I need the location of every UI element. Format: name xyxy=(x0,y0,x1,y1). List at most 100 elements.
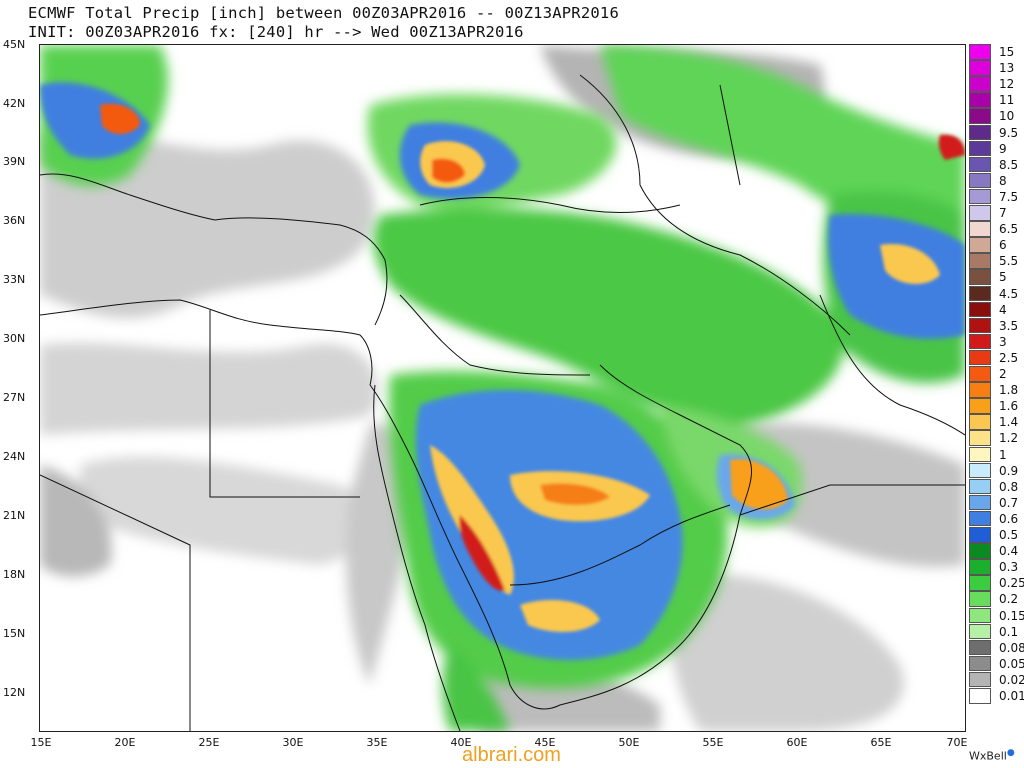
lon-label: 40E xyxy=(450,736,472,749)
legend-swatch xyxy=(969,317,991,334)
legend-swatch xyxy=(969,446,991,462)
legend-label: 6 xyxy=(999,238,1007,253)
legend-swatch xyxy=(969,671,991,688)
legend-swatch xyxy=(969,478,991,495)
lat-label: 39N xyxy=(3,155,26,168)
lon-label: 65E xyxy=(870,736,892,749)
legend-swatch xyxy=(969,623,991,640)
coastlines xyxy=(40,74,965,731)
legend-swatch xyxy=(969,527,991,543)
lon-label: 25E xyxy=(198,736,220,749)
lon-label: 50E xyxy=(618,736,640,749)
legend-swatch xyxy=(969,60,991,76)
lat-label: 15N xyxy=(3,627,26,640)
legend-swatch xyxy=(969,172,991,189)
lat-label: 21N xyxy=(3,509,26,522)
legend-label: 0.15 xyxy=(999,608,1024,623)
legend-label: 8 xyxy=(999,173,1007,188)
legend-swatch xyxy=(969,253,991,269)
map-title: ECMWF Total Precip [inch] between 00Z03A… xyxy=(28,4,619,22)
legend-label: 0.25 xyxy=(999,576,1024,591)
legend-label: 1 xyxy=(999,447,1007,462)
lat-label: 30N xyxy=(3,332,26,345)
lon-label: 15E xyxy=(30,736,52,749)
lon-label: 35E xyxy=(366,736,388,749)
wxbell-brand: WxBell● xyxy=(969,748,1015,763)
legend-swatch xyxy=(969,301,991,318)
legend-swatch xyxy=(969,76,991,92)
legend-swatch xyxy=(969,382,991,398)
legend-label: 0.02 xyxy=(999,672,1024,687)
map-init-line: INIT: 00Z03APR2016 fx: [240] hr --> Wed … xyxy=(28,23,524,41)
wxbell-dot-icon: ● xyxy=(1006,748,1015,758)
legend-swatch xyxy=(969,156,991,173)
legend-label: 15 xyxy=(999,45,1015,59)
lat-label: 33N xyxy=(3,273,26,286)
legend-swatch xyxy=(969,543,991,559)
lon-label: 20E xyxy=(114,736,136,749)
legend-label: 7.5 xyxy=(999,189,1019,204)
legend-label: 0.8 xyxy=(999,479,1019,494)
lon-label: 60E xyxy=(786,736,808,749)
legend-swatch xyxy=(969,108,991,124)
legend-label: 0.08 xyxy=(999,640,1024,655)
legend-label: 12 xyxy=(999,77,1015,92)
legend-label: 0.2 xyxy=(999,592,1019,607)
legend-swatch xyxy=(969,655,991,672)
legend-label: 0.1 xyxy=(999,624,1019,639)
legend-swatch xyxy=(969,221,991,237)
legend-label: 1.2 xyxy=(999,431,1019,446)
legend-label: 13 xyxy=(999,61,1015,76)
legend-swatch xyxy=(969,398,991,414)
legend-label: 8.5 xyxy=(999,157,1019,172)
legend-swatch xyxy=(969,188,991,205)
legend-label: 3 xyxy=(999,334,1007,349)
legend-label: 0.5 xyxy=(999,528,1019,542)
legend-swatch xyxy=(969,414,991,430)
legend-swatch xyxy=(969,688,991,704)
wxbell-text: WxBell xyxy=(969,749,1007,763)
legend-label: 1.4 xyxy=(999,415,1019,430)
legend-label: 0.4 xyxy=(999,544,1019,559)
legend-label: 1.8 xyxy=(999,383,1019,398)
legend-label: 0.6 xyxy=(999,511,1019,526)
lat-label: 42N xyxy=(3,97,26,110)
legend-swatch xyxy=(969,92,991,108)
legend-swatch xyxy=(969,285,991,301)
legend-label: 5 xyxy=(999,270,1007,285)
legend-label: 2 xyxy=(999,367,1007,381)
legend-swatch xyxy=(969,559,991,575)
legend-label: 5.5 xyxy=(999,254,1019,269)
legend-swatch xyxy=(969,333,991,350)
watermark: albrari.com xyxy=(462,744,561,766)
lon-label: 45E xyxy=(534,736,556,749)
legend-label: 7 xyxy=(999,206,1007,220)
legend-label: 3.5 xyxy=(999,318,1019,333)
lat-label: 36N xyxy=(3,214,26,227)
legend-swatch xyxy=(969,639,991,656)
legend-label: 0.7 xyxy=(999,495,1019,510)
legend-swatch xyxy=(969,366,991,382)
lon-label: 70E xyxy=(946,736,968,749)
legend-label: 9.5 xyxy=(999,125,1019,140)
legend-swatch xyxy=(969,591,991,607)
lat-label: 27N xyxy=(3,391,26,404)
legend-label: 0.05 xyxy=(999,656,1024,671)
legend-swatch xyxy=(969,124,991,140)
lat-label: 18N xyxy=(3,568,26,581)
legend-swatch xyxy=(969,205,991,221)
legend-swatch xyxy=(969,269,991,285)
precip-map xyxy=(39,44,966,732)
legend-swatch xyxy=(969,44,991,60)
intense-precip-layer xyxy=(100,103,965,632)
legend-label: 9 xyxy=(999,141,1007,156)
lon-label: 55E xyxy=(702,736,724,749)
legend-label: 1.6 xyxy=(999,399,1019,414)
lat-label: 12N xyxy=(3,686,26,699)
legend-swatch xyxy=(969,607,991,623)
precip-map-canvas xyxy=(40,45,965,731)
legend-label: 10 xyxy=(999,109,1015,124)
legend-swatch xyxy=(969,430,991,446)
lat-label: 45N xyxy=(3,38,26,51)
legend-label: 11 xyxy=(999,93,1015,108)
